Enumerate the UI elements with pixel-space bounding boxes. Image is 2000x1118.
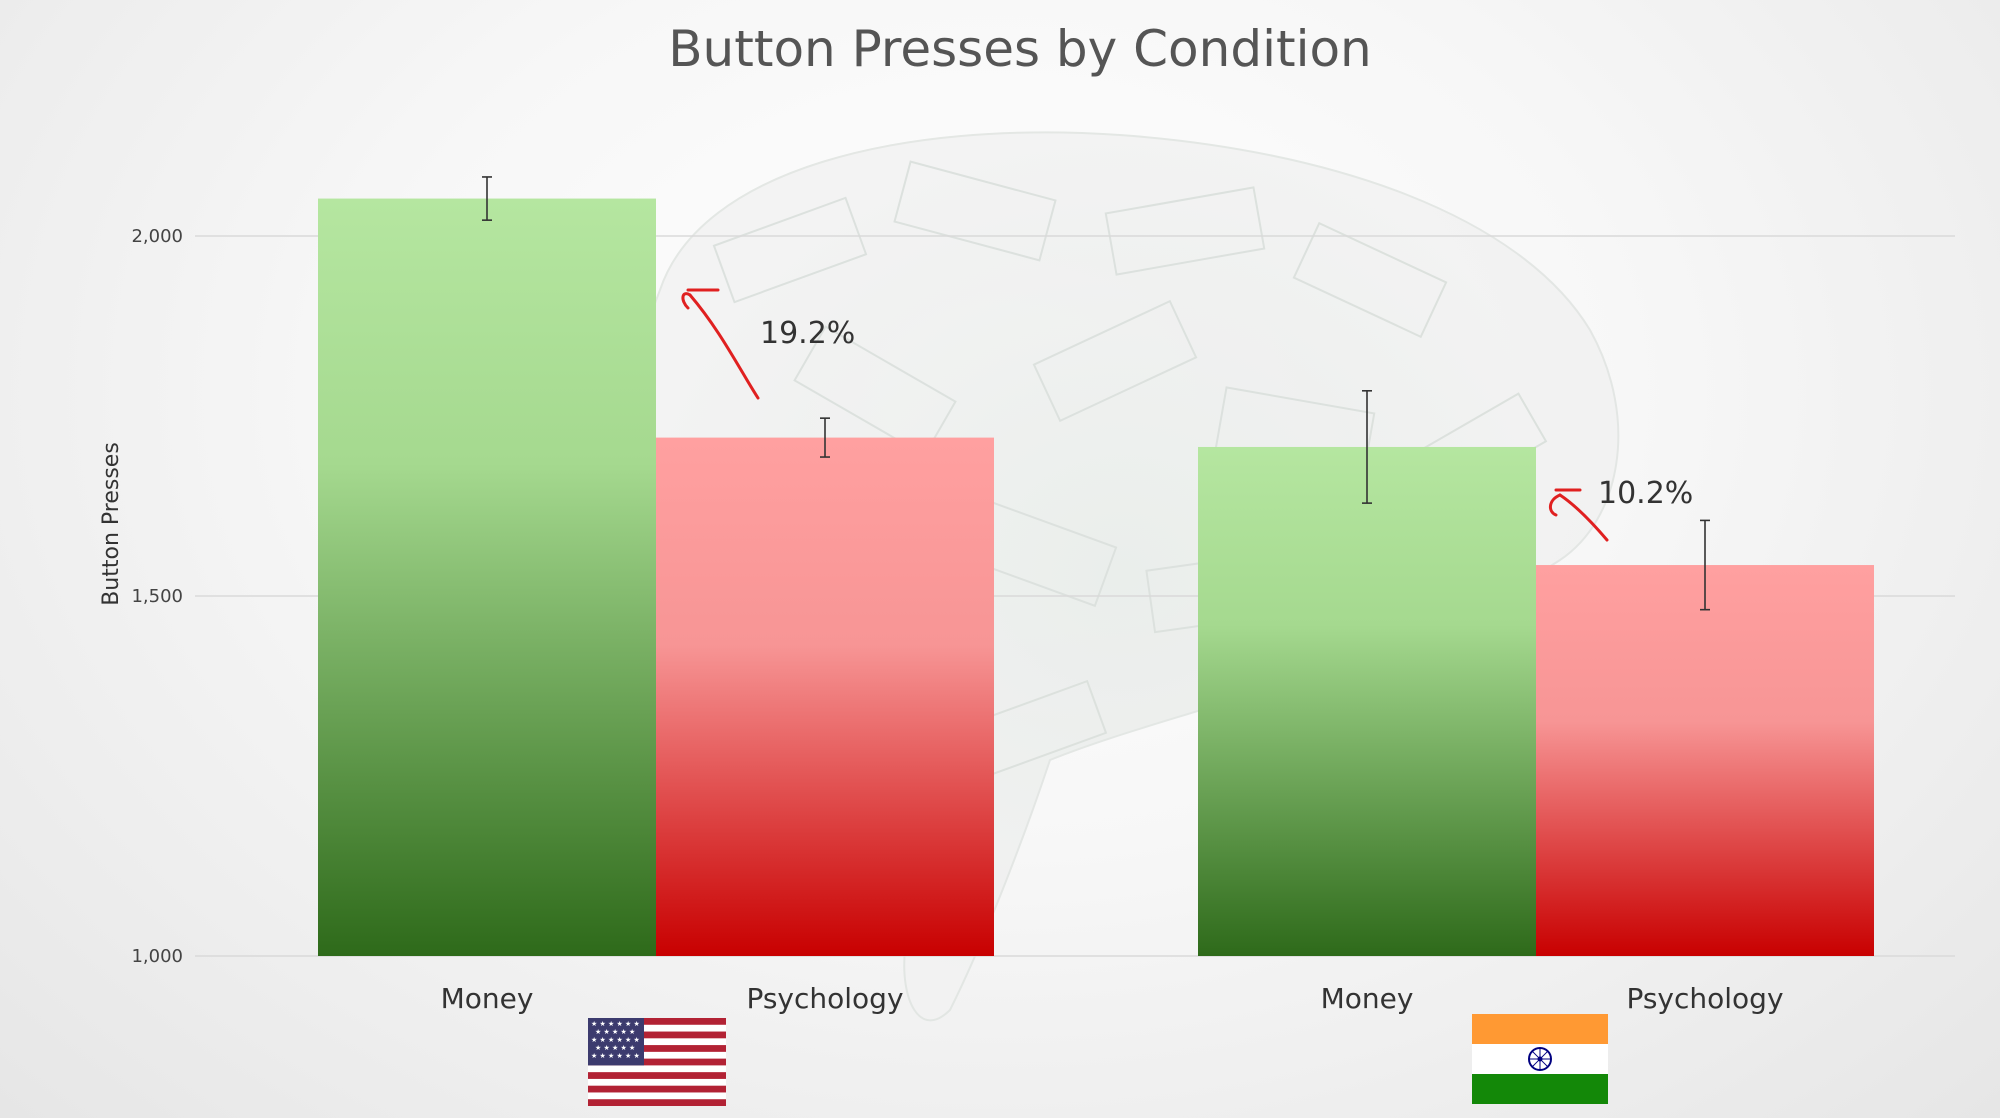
x-axis-category-labels: Money Psychology Money Psychology [441,982,1784,1015]
svg-text:★ ★ ★ ★ ★: ★ ★ ★ ★ ★ [595,1044,635,1052]
svg-text:★ ★ ★ ★ ★ ★: ★ ★ ★ ★ ★ ★ [591,1052,640,1060]
y-tick-label: 1,500 [131,586,183,607]
y-axis-ticks: 1,000 1,500 2,000 [131,226,183,967]
error-bar [1362,389,1372,504]
bars [318,198,1874,957]
annotation-label-us: 19.2% [760,316,855,351]
svg-text:★ ★ ★ ★ ★ ★: ★ ★ ★ ★ ★ ★ [591,1036,640,1044]
y-tick-label: 1,000 [131,946,183,967]
bar-money-group-1 [318,198,656,956]
x-category-label: Money [441,982,534,1015]
error-bar [1700,519,1710,611]
india-flag [1472,1014,1608,1104]
annotation-arrow-india [1549,488,1609,542]
x-category-label: Money [1321,982,1414,1015]
united-states-flag: ★ ★ ★ ★ ★ ★ ★ ★ ★ ★ ★ ★ ★ ★ ★ ★ ★ ★ ★ ★ … [588,1018,726,1106]
bar-psychology-group-2 [1536,565,1874,956]
y-axis-label: Button Presses [99,442,124,606]
error-bar [820,417,830,458]
annotation-label-india: 10.2% [1598,476,1693,511]
svg-text:★ ★ ★ ★ ★ ★: ★ ★ ★ ★ ★ ★ [591,1020,640,1028]
bar-psychology-group-1 [656,437,994,957]
chart-title: Button Presses by Condition [668,20,1372,78]
x-category-label: Psychology [746,982,903,1015]
error-bars [482,176,1710,611]
bar-money-group-2 [1198,446,1536,956]
y-tick-label: 2,000 [131,226,183,247]
x-category-label: Psychology [1626,982,1783,1015]
svg-text:★ ★ ★ ★ ★: ★ ★ ★ ★ ★ [595,1028,635,1036]
annotation-arrow-us [681,288,760,400]
error-bar [482,176,492,221]
